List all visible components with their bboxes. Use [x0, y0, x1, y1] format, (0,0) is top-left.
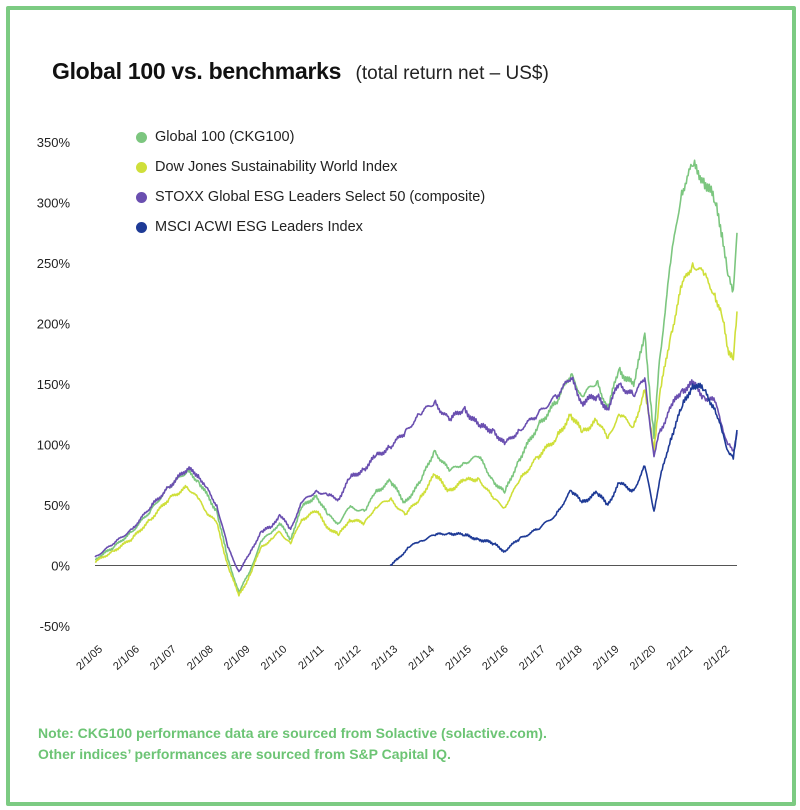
legend-item-msci: MSCI ACWI ESG Leaders Index	[136, 212, 485, 242]
y-tick-label: 200%	[37, 317, 71, 332]
title-row: Global 100 vs. benchmarks (total return …	[52, 58, 549, 85]
legend-label-dow-jones: Dow Jones Sustainability World Index	[155, 159, 398, 175]
series-line-msci	[389, 382, 738, 567]
x-tick-label: 2/1/22	[701, 643, 732, 672]
x-tick-label: 2/1/05	[74, 643, 105, 672]
note-line-1: Note: CKG100 performance data are source…	[38, 725, 547, 741]
legend-marker-global-100	[136, 131, 147, 143]
series-line-global-100	[95, 159, 738, 593]
legend-item-stoxx: STOXX Global ESG Leaders Select 50 (comp…	[136, 182, 485, 212]
series-line-dow-jones	[94, 262, 738, 597]
x-tick-label: 2/1/08	[185, 643, 216, 672]
legend-item-dow-jones: Dow Jones Sustainability World Index	[136, 152, 485, 182]
x-tick-label: 2/1/07	[148, 643, 179, 672]
x-tick-label: 2/1/16	[480, 643, 511, 672]
legend-label-msci: MSCI ACWI ESG Leaders Index	[155, 219, 363, 235]
legend-marker-msci	[136, 221, 147, 233]
x-tick-label: 2/1/06	[111, 643, 142, 672]
legend-item-global-100: Global 100 (CKG100)	[136, 122, 485, 152]
x-tick-label: 2/1/10	[259, 643, 290, 672]
x-tick-label: 2/1/09	[222, 643, 253, 672]
chart-subtitle: (total return net – US$)	[355, 63, 549, 84]
note-line-2: Other indices’ performances are sourced …	[38, 746, 451, 762]
y-tick-label: 0%	[51, 559, 70, 574]
y-tick-label: 250%	[37, 256, 71, 271]
x-tick-label: 2/1/13	[369, 643, 400, 672]
legend-label-stoxx: STOXX Global ESG Leaders Select 50 (comp…	[155, 189, 486, 205]
x-tick-label: 2/1/12	[333, 643, 364, 672]
x-tick-label: 2/1/20	[628, 643, 659, 672]
y-tick-label: 150%	[37, 377, 71, 392]
x-tick-label: 2/1/18	[554, 643, 585, 672]
y-tick-label: 350%	[37, 135, 71, 150]
legend-marker-stoxx	[136, 191, 147, 203]
series-line-stoxx	[94, 376, 738, 573]
legend-marker-dow-jones	[136, 161, 147, 173]
y-tick-label: 300%	[37, 196, 71, 211]
y-tick-label: -50%	[40, 619, 71, 634]
x-tick-label: 2/1/21	[665, 643, 696, 672]
x-tick-label: 2/1/11	[296, 643, 326, 672]
y-tick-label: 100%	[37, 438, 71, 453]
y-tick-label: 50%	[44, 498, 70, 513]
source-notes: Note: CKG100 performance data are source…	[38, 723, 547, 765]
legend-label-global-100: Global 100 (CKG100)	[155, 129, 295, 145]
x-tick-label: 2/1/19	[591, 643, 622, 672]
chart-legend: Global 100 (CKG100) Dow Jones Sustainabi…	[136, 122, 485, 242]
x-tick-label: 2/1/15	[443, 643, 474, 672]
x-tick-label: 2/1/14	[406, 643, 437, 672]
x-tick-label: 2/1/17	[517, 643, 548, 672]
chart-title: Global 100 vs. benchmarks	[52, 58, 342, 84]
